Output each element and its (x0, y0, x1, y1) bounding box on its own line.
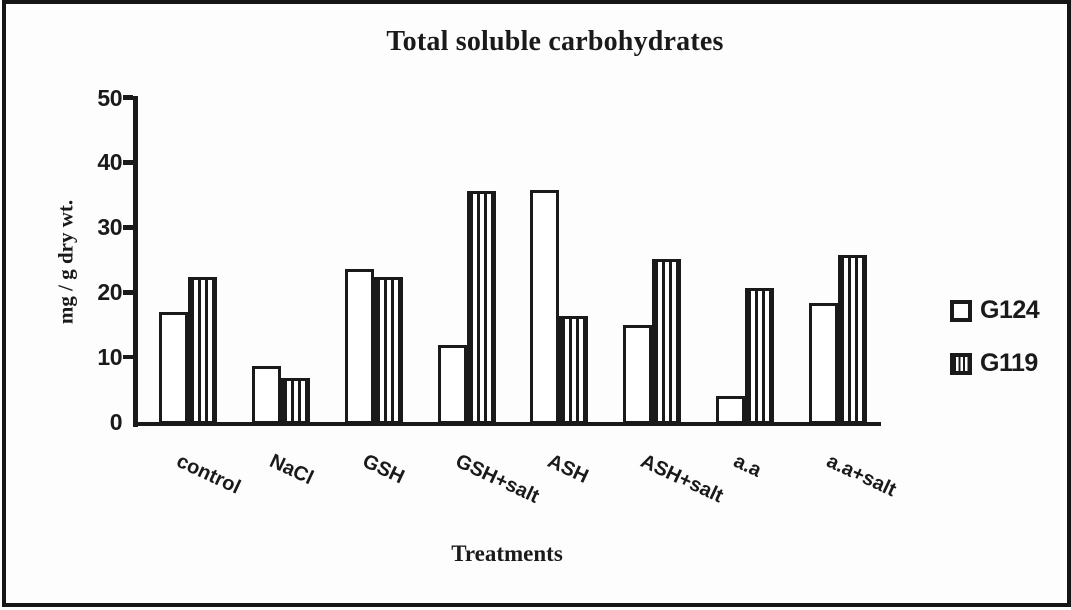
x-axis-title: Treatments (451, 541, 563, 566)
bar-g124-ash (530, 189, 560, 424)
x-category-label-control: control (173, 450, 244, 499)
bar-g124-a-a-salt (809, 302, 839, 424)
bar-g124-a-a (716, 396, 746, 424)
legend-label-g119: G119 (980, 349, 1038, 377)
y-tick-40 (123, 160, 133, 165)
x-category-label-nacl: NaCl (265, 450, 317, 490)
legend-label-g124: G124 (980, 296, 1040, 324)
bar-g119-a-a (745, 288, 775, 424)
x-category-label-a-a: a.a (730, 450, 765, 482)
bar-g124-control (159, 311, 188, 424)
x-category-label-a-a-salt: a.a+salt (823, 450, 900, 502)
y-tick-30 (123, 225, 133, 230)
y-tick-20 (123, 290, 133, 295)
bar-g119-nacl (280, 377, 310, 424)
x-category-label-gsh-salt: GSH+salt (451, 450, 543, 508)
bar-g119-gsh-salt (466, 190, 496, 424)
bar-g119-control (188, 276, 217, 424)
y-tick-label-30: 30 (97, 214, 122, 241)
y-tick-label-40: 40 (97, 149, 122, 176)
legend-swatch-g124 (950, 299, 972, 322)
bar-g124-ash-salt (623, 324, 653, 424)
x-category-label-ash-salt: ASH+salt (637, 450, 727, 508)
y-tick-50 (123, 95, 133, 100)
bar-g119-ash (559, 316, 589, 424)
chart-title: Total soluble carbohydrates (386, 26, 724, 57)
x-axis-line (133, 421, 881, 426)
y-tick-label-10: 10 (97, 344, 122, 371)
y-axis-line (133, 96, 138, 427)
y-tick-10 (123, 354, 133, 360)
bar-g124-nacl (251, 366, 281, 424)
bar-g119-gsh (373, 276, 403, 424)
x-category-label-ash: ASH (544, 450, 593, 488)
legend-entry-g124: G124 (950, 296, 1040, 325)
bar-g119-a-a-salt (838, 254, 868, 424)
bar-g119-ash-salt (652, 259, 682, 424)
legend-entry-g119: G119 (950, 349, 1038, 378)
bar-g124-gsh-salt (437, 344, 467, 424)
y-tick-label-0: 0 (109, 409, 123, 435)
y-tick-label-20: 20 (97, 279, 122, 306)
x-category-label-gsh: GSH (358, 450, 408, 489)
y-tick-label-50: 50 (97, 84, 122, 111)
bar-g124-gsh (344, 268, 374, 424)
legend-swatch-g119 (950, 352, 972, 375)
